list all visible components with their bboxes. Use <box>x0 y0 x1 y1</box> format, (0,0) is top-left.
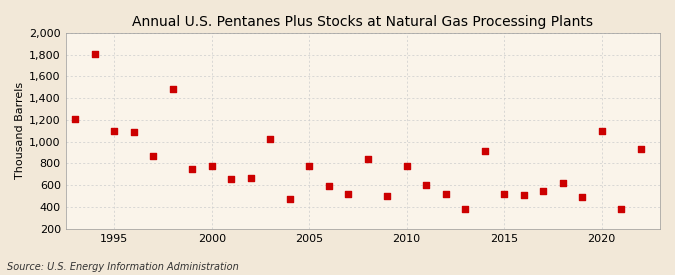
Point <box>187 167 198 171</box>
Text: Source: U.S. Energy Information Administration: Source: U.S. Energy Information Administ… <box>7 262 238 272</box>
Point <box>576 195 587 199</box>
Point <box>460 207 470 211</box>
Point <box>596 129 607 133</box>
Point <box>616 207 626 211</box>
Point <box>635 147 646 152</box>
Y-axis label: Thousand Barrels: Thousand Barrels <box>15 82 25 179</box>
Point <box>499 192 510 196</box>
Point <box>246 176 256 180</box>
Point <box>284 197 295 202</box>
Point <box>421 183 431 187</box>
Title: Annual U.S. Pentanes Plus Stocks at Natural Gas Processing Plants: Annual U.S. Pentanes Plus Stocks at Natu… <box>132 15 593 29</box>
Point <box>518 193 529 197</box>
Point <box>323 184 334 188</box>
Point <box>207 164 217 168</box>
Point <box>304 163 315 168</box>
Point <box>538 188 549 193</box>
Point <box>343 192 354 197</box>
Point <box>362 157 373 161</box>
Point <box>557 181 568 185</box>
Point <box>90 51 101 56</box>
Point <box>479 149 490 154</box>
Point <box>148 154 159 158</box>
Point <box>167 87 178 92</box>
Point <box>401 164 412 168</box>
Point <box>382 194 393 198</box>
Point <box>109 129 119 133</box>
Point <box>440 192 451 197</box>
Point <box>70 117 81 121</box>
Point <box>265 137 275 142</box>
Point <box>128 130 139 134</box>
Point <box>226 177 237 181</box>
